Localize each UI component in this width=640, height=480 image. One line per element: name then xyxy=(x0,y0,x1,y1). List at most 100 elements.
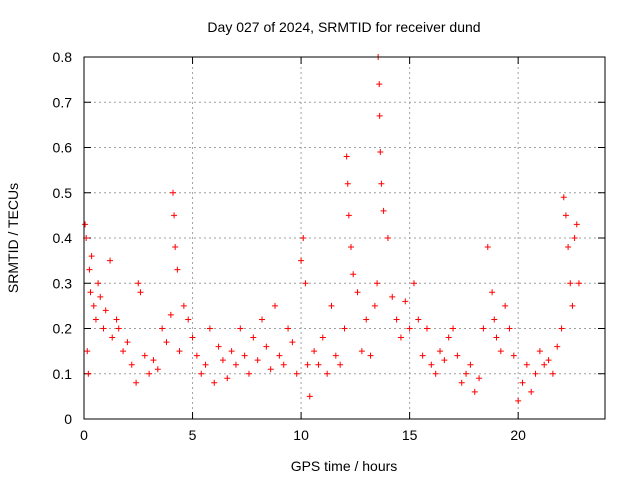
data-point xyxy=(92,316,99,323)
data-point xyxy=(493,334,500,341)
data-points xyxy=(82,54,582,404)
data-point xyxy=(480,325,487,332)
data-point xyxy=(298,257,305,264)
data-point xyxy=(219,357,226,364)
y-tick-label: 0 xyxy=(64,411,72,427)
data-point xyxy=(471,388,478,395)
data-point xyxy=(441,357,448,364)
chart-title: Day 027 of 2024, SRMTID for receiver dun… xyxy=(207,19,480,35)
data-point xyxy=(86,266,93,273)
data-point xyxy=(510,352,517,359)
data-point xyxy=(489,289,496,296)
data-point xyxy=(124,339,131,346)
data-point xyxy=(85,370,92,377)
y-tick-label: 0.3 xyxy=(53,275,73,291)
data-point xyxy=(198,370,205,377)
data-point xyxy=(324,370,331,377)
data-point xyxy=(228,348,235,355)
data-point xyxy=(263,343,270,350)
data-point xyxy=(377,149,384,156)
data-point xyxy=(109,334,116,341)
data-point xyxy=(133,379,140,386)
data-point xyxy=(150,357,157,364)
data-point xyxy=(558,325,565,332)
data-point xyxy=(315,361,322,368)
data-point xyxy=(419,352,426,359)
data-point xyxy=(393,316,400,323)
data-point xyxy=(565,244,572,251)
data-point xyxy=(402,298,409,305)
data-point xyxy=(88,253,95,260)
data-point xyxy=(128,361,135,368)
data-point xyxy=(146,370,153,377)
data-point xyxy=(376,112,383,119)
data-point xyxy=(345,212,352,219)
data-point xyxy=(536,348,543,355)
data-point xyxy=(554,343,561,350)
data-point xyxy=(380,207,387,214)
data-point xyxy=(272,302,279,309)
data-point xyxy=(137,289,144,296)
data-point xyxy=(100,325,107,332)
x-tick-label: 15 xyxy=(402,427,418,443)
data-point xyxy=(450,325,457,332)
data-point xyxy=(237,325,244,332)
data-point xyxy=(567,280,574,287)
data-point xyxy=(445,334,452,341)
data-point xyxy=(170,189,177,196)
data-point xyxy=(163,339,170,346)
data-point xyxy=(523,361,530,368)
data-point xyxy=(311,348,318,355)
data-point xyxy=(491,316,498,323)
data-point xyxy=(497,348,504,355)
data-point xyxy=(285,325,292,332)
data-point xyxy=(454,352,461,359)
data-point xyxy=(549,370,556,377)
data-point xyxy=(545,357,552,364)
plot-frame xyxy=(83,56,606,420)
data-point xyxy=(569,302,576,309)
data-point xyxy=(172,244,179,251)
data-point xyxy=(224,375,231,382)
data-point xyxy=(575,280,582,287)
y-tick-label: 0.1 xyxy=(53,366,73,382)
data-point xyxy=(302,280,309,287)
data-point xyxy=(571,235,578,241)
data-point xyxy=(476,375,483,382)
data-point xyxy=(528,388,535,395)
data-point xyxy=(82,221,89,228)
data-point xyxy=(341,325,348,332)
data-point xyxy=(185,316,192,323)
data-point xyxy=(354,289,361,296)
data-point xyxy=(562,212,569,219)
data-point xyxy=(428,361,435,368)
data-point xyxy=(397,334,404,341)
data-point xyxy=(344,180,351,187)
data-point xyxy=(343,153,350,160)
data-point xyxy=(113,316,120,323)
data-point xyxy=(211,379,218,386)
y-tick-label: 0.7 xyxy=(53,94,73,110)
data-point xyxy=(206,325,213,332)
data-point xyxy=(332,352,339,359)
data-point xyxy=(406,325,413,332)
data-point xyxy=(250,334,257,341)
y-tick-label: 0.4 xyxy=(53,230,73,246)
data-point xyxy=(167,311,174,318)
data-point xyxy=(135,280,142,287)
data-point xyxy=(95,280,102,287)
data-point xyxy=(84,348,91,355)
data-point xyxy=(293,370,300,377)
data-point xyxy=(276,352,283,359)
x-tick-label: 5 xyxy=(189,427,197,443)
data-point xyxy=(232,361,239,368)
data-point xyxy=(384,235,391,241)
data-point xyxy=(328,302,335,309)
data-point xyxy=(241,352,248,359)
data-point xyxy=(141,352,148,359)
data-point xyxy=(87,289,94,296)
data-point xyxy=(90,302,97,309)
data-point xyxy=(176,348,183,355)
data-point xyxy=(519,379,526,386)
